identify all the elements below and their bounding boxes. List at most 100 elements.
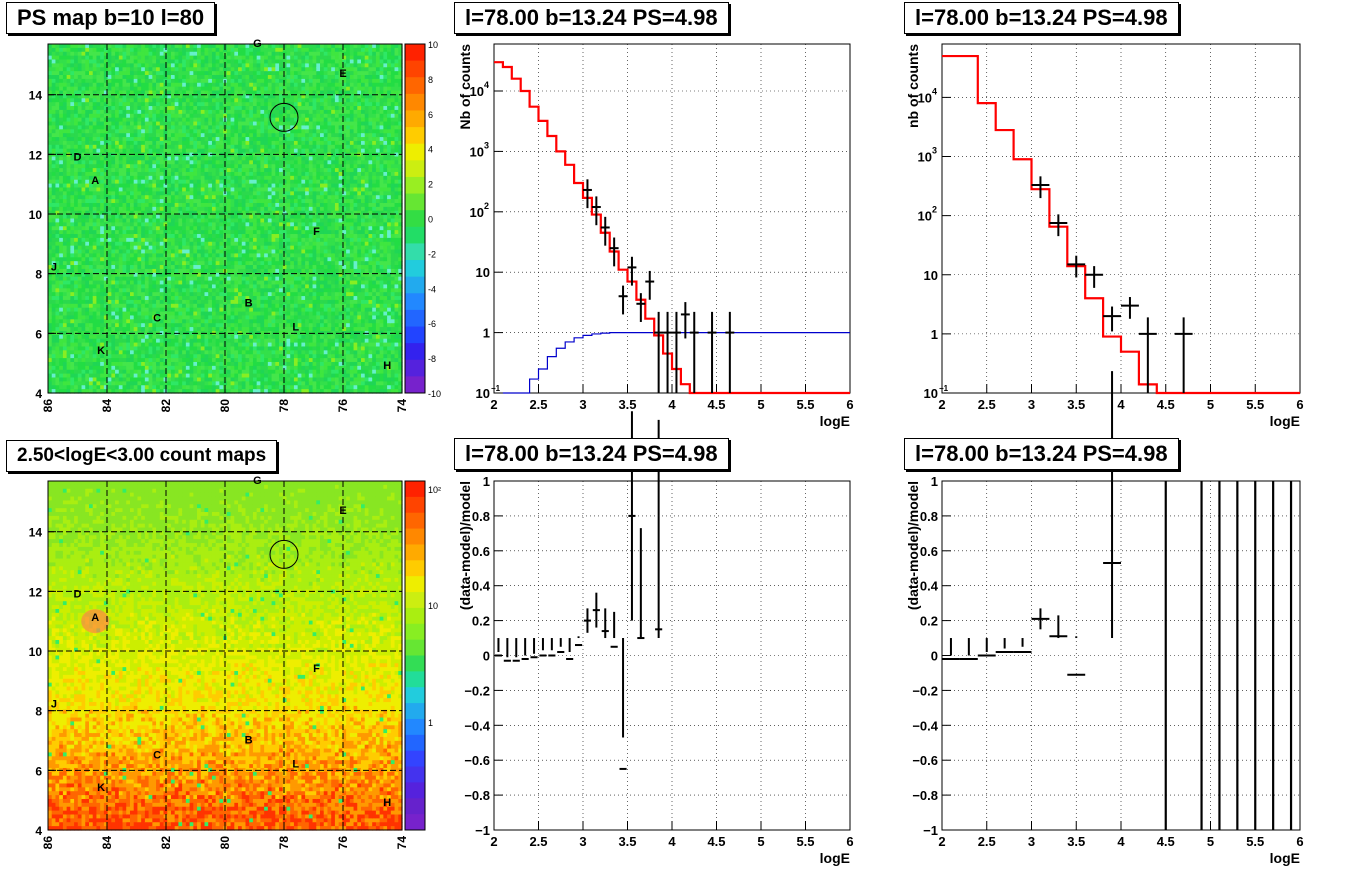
colorbar-cell bbox=[405, 343, 425, 361]
source-label: G bbox=[253, 475, 262, 487]
residual-point bbox=[637, 528, 645, 640]
colorbar-count: 10² 10 1 bbox=[404, 480, 441, 831]
data-point bbox=[591, 196, 601, 226]
x-tick-label: 2 bbox=[490, 397, 497, 412]
colorbar-cell bbox=[405, 734, 425, 752]
colorbar-tick-label: 10 bbox=[428, 601, 438, 611]
y-tick-label: 14 bbox=[29, 89, 43, 103]
model-line bbox=[942, 54, 1300, 395]
y-tick-label: 0.4 bbox=[472, 579, 491, 594]
colorbar-cell bbox=[405, 210, 425, 228]
x-tick-label: 5 bbox=[1207, 834, 1214, 849]
data-point bbox=[689, 311, 699, 393]
source-label: A bbox=[91, 612, 99, 624]
x-tick-label: 86 bbox=[41, 399, 55, 413]
colorbar-tick-label: -2 bbox=[428, 249, 436, 259]
colorbar-cell bbox=[405, 798, 425, 815]
x-tick-label: 6 bbox=[846, 834, 853, 849]
y-tick-label: 4 bbox=[35, 824, 42, 838]
residual-point bbox=[592, 592, 600, 628]
residual-point bbox=[583, 608, 592, 633]
x-tick-label: 82 bbox=[159, 399, 173, 413]
colorbar-tick-label: 8 bbox=[428, 75, 433, 85]
top-map: G E DA F J C B L K H 86 84 82 80 78 76 74 4 6 8 10 12 14 bbox=[29, 38, 409, 412]
y-axis-label: nb of counts bbox=[905, 44, 921, 128]
residual-point bbox=[942, 638, 960, 660]
data-point bbox=[1031, 176, 1050, 199]
source-label: K bbox=[97, 782, 105, 794]
source-label: C bbox=[153, 749, 161, 761]
y-tick-label: 0.2 bbox=[920, 614, 938, 629]
colorbar-tick-label: 1 bbox=[428, 718, 433, 728]
y-tick-label: 10 bbox=[470, 205, 484, 220]
x-tick-label: 86 bbox=[41, 836, 55, 850]
y-tick-label: −1 bbox=[491, 384, 501, 393]
x-tick-label: 3 bbox=[579, 834, 586, 849]
colorbar-cell bbox=[405, 750, 425, 768]
colorbar-tick-label: -6 bbox=[428, 319, 436, 329]
x-tick-label: 3.5 bbox=[1067, 397, 1085, 412]
x-tick-label: 84 bbox=[100, 399, 114, 413]
colorbar-cell bbox=[405, 766, 425, 783]
colorbar-cell bbox=[405, 293, 425, 311]
x-tick-label: 5 bbox=[1207, 397, 1214, 412]
colorbar-cell bbox=[405, 592, 425, 609]
x-tick-label: 2.5 bbox=[978, 834, 996, 849]
data-point bbox=[636, 293, 646, 322]
source-circle bbox=[269, 102, 299, 132]
colorbar-cell bbox=[405, 77, 425, 95]
colorbar-tick-label: 10 bbox=[428, 40, 438, 50]
source-label: F bbox=[313, 226, 320, 238]
colorbar-cell bbox=[405, 60, 425, 78]
colorbar-cell bbox=[405, 703, 425, 720]
residual-point bbox=[995, 638, 1014, 654]
source-label: L bbox=[292, 758, 299, 770]
colorbar-cell bbox=[405, 782, 425, 799]
colorbar-cell bbox=[405, 623, 425, 641]
x-tick-label: 6 bbox=[1296, 834, 1303, 849]
y-tick-label: 0 bbox=[931, 649, 938, 664]
x-tick-label: 3.5 bbox=[618, 397, 636, 412]
y-tick-label: 1 bbox=[931, 327, 938, 342]
spec-right-title: l=78.00 b=13.24 PS=4.98 bbox=[904, 2, 1179, 34]
colorbar-cell bbox=[405, 718, 425, 736]
x-tick-label: 2.5 bbox=[529, 397, 547, 412]
x-tick-label: 3.5 bbox=[618, 834, 636, 849]
x-tick-label: 4 bbox=[668, 834, 676, 849]
x-tick-label: 74 bbox=[395, 836, 409, 850]
map-bottom-title: 2.50<logE<3.00 count maps bbox=[6, 440, 278, 472]
y-tick-label: −0.6 bbox=[464, 753, 490, 768]
x-tick-label: 3 bbox=[1028, 834, 1035, 849]
residual-point bbox=[521, 638, 529, 660]
colorbar-frame bbox=[404, 480, 426, 831]
colorbar-tick-label: 6 bbox=[428, 110, 433, 120]
y-tick-label: 0.8 bbox=[472, 509, 490, 524]
data-point bbox=[1103, 306, 1121, 332]
residual-point bbox=[1049, 615, 1068, 639]
residual-point bbox=[530, 638, 538, 659]
x-tick-label: 80 bbox=[218, 399, 232, 413]
residual-point bbox=[494, 638, 503, 657]
colorbar-cell bbox=[405, 44, 425, 62]
colorbar-cell bbox=[405, 326, 425, 344]
x-tick-label: 3 bbox=[1028, 397, 1035, 412]
data-point bbox=[609, 237, 619, 267]
residual-point bbox=[566, 638, 574, 660]
y-tick-label: 4 bbox=[484, 80, 489, 90]
x-tick-label: 78 bbox=[277, 836, 291, 850]
x-axis-label: logE bbox=[1270, 413, 1300, 429]
res-left-title: l=78.00 b=13.24 PS=4.98 bbox=[454, 438, 729, 470]
y-tick-label: 0 bbox=[483, 649, 490, 664]
x-tick-label: 5.5 bbox=[1246, 834, 1264, 849]
x-tick-label: 80 bbox=[218, 836, 232, 850]
colorbar-cell bbox=[405, 687, 425, 704]
source-label: F bbox=[313, 663, 320, 675]
x-axis-label: logE bbox=[820, 413, 850, 429]
x-tick-label: 5.5 bbox=[1246, 397, 1264, 412]
y-tick-label: −0.4 bbox=[464, 718, 490, 733]
residual-point bbox=[1067, 636, 1086, 676]
data-point bbox=[1121, 297, 1139, 319]
x-tick-label: 4 bbox=[668, 397, 676, 412]
residual-point bbox=[619, 638, 627, 770]
data-point bbox=[1085, 266, 1104, 288]
